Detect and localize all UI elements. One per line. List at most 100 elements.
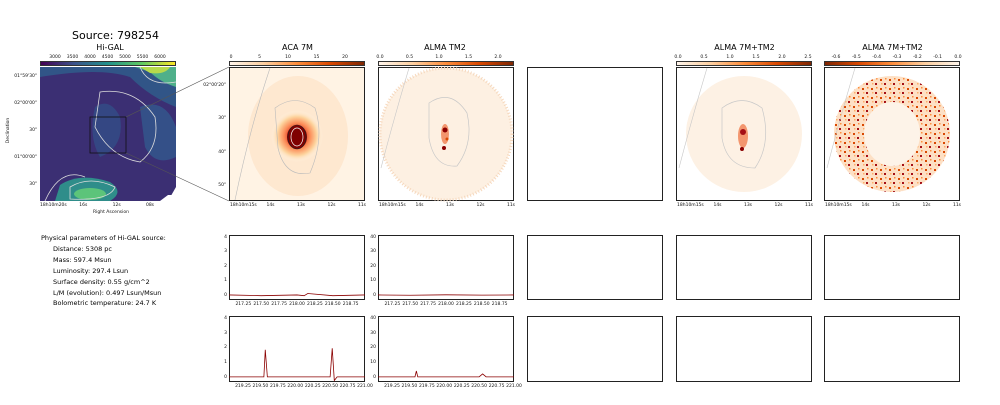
combo-map — [678, 67, 802, 192]
params-heading: Physical parameters of Hi-GAL source: — [41, 234, 166, 242]
tm2-x-ticks-label: 13s — [445, 203, 455, 208]
spec-tm2-row2-x-tick: 220.50 — [471, 384, 487, 389]
tm2-x-ticks-label: 11s — [506, 203, 516, 208]
spec-aca-row1-series-line — [228, 293, 366, 297]
spec-aca-row2-x-tick: 220.50 — [322, 384, 338, 389]
spec-aca-row1-y-tick: 4 — [224, 234, 227, 240]
spec-aca-row2-y-tick: 4 — [224, 315, 227, 321]
spec-tm2-row2-y-tick: 30 — [370, 330, 376, 336]
combo-x-ticks-label: 14s — [713, 203, 722, 208]
higal-x-ticks-label: 16s — [79, 203, 88, 208]
aca-cb-ticks-label: 0 — [229, 55, 233, 60]
spec-tm2-row1-x-tick: 218.25 — [456, 302, 472, 307]
spec-aca-row2-x-tick: 221.00 — [357, 384, 373, 389]
spec-aca-row2-x-tick: 220.75 — [339, 384, 356, 389]
spec-tm2-row2-x-tick: 219.50 — [401, 384, 418, 389]
aca-y-ticks-label: 40" — [218, 149, 226, 155]
aca-x-ticks-label: 11s — [357, 203, 367, 208]
spec-tm2-row2-x-tick: 221.00 — [506, 384, 522, 389]
higal-cb-ticks-label: 4000 — [84, 55, 96, 60]
aca-y-ticks-label: 02°00'20" — [203, 83, 226, 88]
higal-colorbar — [40, 61, 176, 66]
higal-cb-ticks-label: 3500 — [66, 55, 79, 60]
combo-res-x-ticks-label: 14s — [861, 203, 870, 208]
combo-cb-ticks-label: 0.5 — [700, 55, 708, 60]
spectrum-empty-row2-c — [824, 316, 960, 382]
aca-cb-ticks-label: 10 — [285, 55, 291, 60]
aca-x-ticks-label: 18h10m15s — [230, 203, 257, 208]
aca-cb-ticks-label: 20 — [342, 55, 348, 60]
spec-aca-row2-y-tick: 2 — [224, 345, 227, 351]
spec-tm2-row2-x-tick: 220.00 — [436, 384, 453, 389]
spec-aca-row2-x-tick: 220.25 — [304, 384, 321, 389]
spec-tm2-row2-x-tick: 219.75 — [418, 384, 435, 389]
spec-tm2-row2-series-line — [378, 370, 514, 378]
spectrum-aca-row1 — [229, 235, 365, 300]
combo-x-ticks-label: 13s — [743, 203, 753, 208]
param-mass: Mass: 597.4 Msun — [53, 256, 112, 264]
tm2-cb-ticks-label: 0.5 — [405, 55, 414, 60]
aca-cb-ticks-label: 15 — [313, 55, 320, 60]
higal-cb-ticks-label: 5500 — [136, 55, 149, 60]
tm2-x-ticks-label: 18h10m15s — [379, 203, 406, 208]
aca-x-ticks-label: 13s — [296, 203, 306, 208]
combo-res-x-ticks-label: 13s — [891, 203, 901, 208]
combo-res-x-ticks-label: 18h10m15s — [825, 203, 852, 208]
aca-cb-ticks-label: 5 — [258, 55, 261, 60]
combo-res-x-ticks-label: 12s — [922, 203, 931, 208]
spec-tm2-row1-y-tick: 40 — [370, 234, 376, 240]
spectrum-empty-row1-b — [676, 235, 812, 300]
higal-map — [40, 67, 176, 201]
higal-title: Hi-GAL — [96, 43, 124, 52]
spec-aca-row2-x-tick: 219.75 — [269, 384, 286, 389]
spec-aca-row2-x-tick: 219.50 — [252, 384, 269, 389]
spec-aca-row1-x-tick: 218.00 — [289, 302, 305, 307]
param-lm: L/M (evolution): 0.497 Lsun/Msun — [53, 289, 162, 297]
aca-title: ACA 7M — [282, 43, 313, 52]
spec-tm2-row2-y-tick: 40 — [370, 315, 376, 321]
higal-y-ticks-label: 01°00'00" — [14, 155, 37, 160]
spec-aca-row2-x-tick: 220.00 — [287, 384, 304, 389]
combo-res-map — [826, 67, 950, 192]
combo-res-cb-ticks-label: 0.0 — [954, 55, 962, 60]
spec-tm2-row2-x-tick: 220.25 — [453, 384, 470, 389]
combo-res-image — [824, 67, 960, 201]
spec-tm2-row1-y-tick: 10 — [370, 278, 376, 284]
spec-tm2-row1-x-tick: 218.75 — [491, 302, 508, 307]
spectrum-empty-row1-c — [824, 235, 960, 300]
combo-cb-ticks-label: 1.5 — [752, 55, 760, 60]
combo-x-ticks-label: 11s — [804, 203, 814, 208]
tm2-cb-ticks-label: 1.5 — [464, 55, 473, 60]
tm2-x-ticks-label: 14s — [415, 203, 424, 208]
spec-aca-row2-x-tick: 219.25 — [235, 384, 251, 389]
combo-res-cb-ticks-label: -0.2 — [912, 55, 922, 60]
tm2-cb-ticks-label: 0.0 — [376, 55, 384, 60]
spec-aca-row1-y-tick: 0 — [224, 292, 227, 298]
higal-y-ticks-label: 02°00'00" — [14, 101, 37, 106]
spec-aca-row2-y-tick: 0 — [224, 374, 227, 380]
aca-y-ticks-label: 50" — [218, 183, 226, 188]
aca-y-ticks-label: 30" — [218, 116, 226, 122]
combo-res-cb-ticks-label: -0.3 — [892, 55, 902, 60]
aca-x-ticks-label: 14s — [266, 203, 275, 208]
spec-tm2-row2-x-tick: 220.75 — [488, 384, 505, 389]
combo-res-cb-ticks-label: -0.5 — [851, 55, 861, 60]
spec-aca-row1-y-tick: 3 — [224, 249, 227, 255]
combo-res-cb-ticks-label: -0.6 — [831, 55, 841, 60]
spec-tm2-row2-x-tick: 219.25 — [384, 384, 400, 389]
empty-panel-top — [527, 67, 663, 201]
param-luminosity: Luminosity: 297.4 Lsun — [53, 267, 129, 275]
aca-x-ticks-label: 12s — [327, 203, 336, 208]
combo-res-cb-ticks-label: -0.1 — [933, 55, 943, 60]
tm2-cb-ticks-label: 1.0 — [435, 55, 443, 60]
combo-res-x-ticks-label: 11s — [952, 203, 962, 208]
spec-tm2-row1-y-tick: 30 — [370, 249, 376, 255]
param-surface-density: Surface density: 0.55 g/cm^2 — [53, 278, 150, 286]
source-title: Source: 798254 — [72, 29, 159, 42]
aca-colorbar — [229, 61, 365, 66]
tm2-image — [378, 66, 514, 202]
